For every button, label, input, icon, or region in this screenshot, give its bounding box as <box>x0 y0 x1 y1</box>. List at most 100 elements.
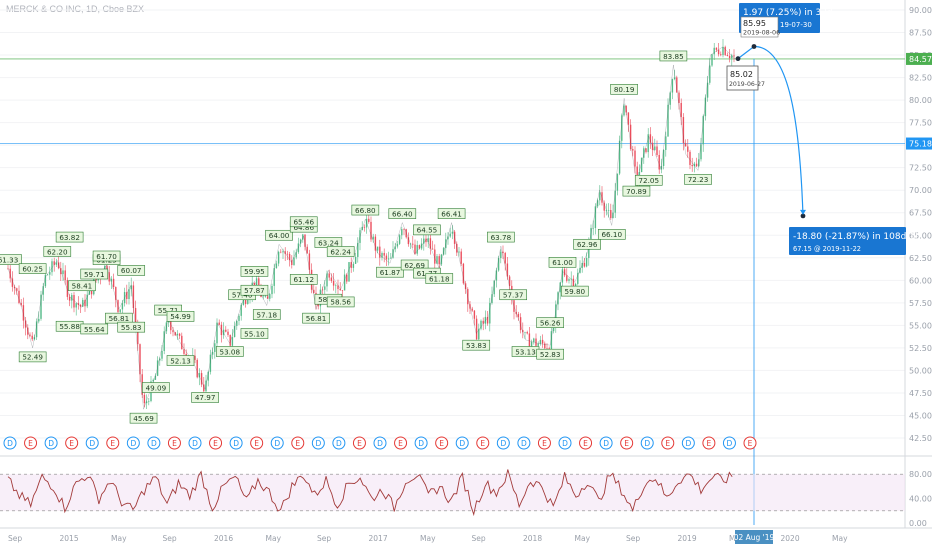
event-marker-label: D <box>562 439 568 448</box>
candle-body <box>132 285 135 309</box>
event-marker-label: D <box>336 439 342 448</box>
trough-label-box <box>622 185 651 197</box>
candle-body <box>383 253 385 256</box>
peak-label: 61.33 <box>0 255 18 264</box>
peak-label: 66.41 <box>441 209 462 218</box>
trough-label: 49.09 <box>146 383 167 392</box>
candle-body <box>16 288 18 291</box>
candle-body <box>409 243 412 245</box>
level-tag <box>906 137 932 150</box>
candle-body <box>493 280 495 295</box>
candle-body <box>607 210 610 211</box>
event-marker-label: D <box>603 439 609 448</box>
candle-body <box>401 229 403 236</box>
candle-body <box>9 268 11 279</box>
candle-body <box>273 268 275 286</box>
candle-body <box>517 313 520 318</box>
candle-body <box>77 303 80 305</box>
candle-body <box>302 234 304 240</box>
time-tick-label: May <box>832 534 848 543</box>
event-marker-label: D <box>274 439 280 448</box>
dividend-marker-icon <box>188 436 202 450</box>
candle-body <box>88 287 91 295</box>
trough-label-box <box>634 174 663 186</box>
trough-label-box <box>252 309 281 320</box>
candle-body <box>546 348 548 349</box>
peak-label-box <box>388 208 417 219</box>
rsi-tick-label: 0.00 <box>909 519 927 528</box>
candle-body <box>68 296 71 301</box>
event-marker-label: D <box>500 439 506 448</box>
candle-body <box>167 321 170 323</box>
candle-body <box>717 49 720 55</box>
candle-body <box>440 254 443 265</box>
peak-label-box <box>437 208 466 219</box>
candle-body <box>500 251 502 259</box>
candle-body <box>713 47 715 55</box>
peak-label-box <box>610 84 638 95</box>
candle-body <box>610 210 612 219</box>
peak-label: 80.19 <box>614 85 635 94</box>
mid-annotation-box <box>726 65 759 91</box>
candle-body <box>478 328 480 340</box>
candle-body <box>445 239 447 249</box>
candle-body <box>623 105 625 116</box>
candle-body <box>220 324 223 336</box>
candle-body <box>370 221 372 240</box>
candle-body <box>519 317 522 331</box>
event-marker-label: E <box>398 439 403 448</box>
candle-body <box>515 311 517 314</box>
event-marker-label: D <box>315 439 321 448</box>
candle-body <box>671 79 674 93</box>
candle-body <box>339 288 341 291</box>
dividend-marker-icon <box>455 436 469 450</box>
price-tick-label: 72.50 <box>909 164 932 173</box>
event-marker-label: E <box>295 439 300 448</box>
candle-body <box>57 262 60 269</box>
dividend-marker-icon <box>311 436 325 450</box>
peak-label-box <box>18 263 47 274</box>
event-marker-label: E <box>624 439 629 448</box>
event-marker-label: D <box>89 439 95 448</box>
candle-body <box>541 339 544 344</box>
time-tick-label: Sep <box>317 534 331 543</box>
candle-body <box>592 227 594 229</box>
candle-body <box>247 300 249 304</box>
candle-body <box>66 280 69 297</box>
candle-body <box>357 242 359 257</box>
peak-label: 63.78 <box>491 233 512 242</box>
candle-body <box>414 244 416 254</box>
peak-label-box <box>68 280 96 292</box>
candle-body <box>335 285 337 287</box>
event-marker-label: D <box>192 439 198 448</box>
candle-body <box>262 296 264 298</box>
candle-body <box>489 303 491 324</box>
candle-body <box>293 257 295 265</box>
candle-body <box>654 146 656 151</box>
candle-body <box>368 218 370 222</box>
candle-body <box>112 278 115 288</box>
candle-body <box>695 163 698 167</box>
candle-body <box>225 329 227 332</box>
peak-label-box <box>659 50 688 62</box>
candle-body <box>328 273 330 278</box>
event-marker-label: E <box>665 439 670 448</box>
candle-body <box>242 298 245 305</box>
candle-body <box>258 278 260 289</box>
trough-label: 56.81 <box>109 314 130 323</box>
candle-body <box>172 330 174 333</box>
price-tick-label: 82.50 <box>909 74 932 83</box>
candle-body <box>460 251 462 264</box>
peak-label: 59.71 <box>84 270 105 279</box>
price-tick-label: 57.50 <box>909 299 932 308</box>
upper-annotation-date: 19-07-30 <box>780 21 812 29</box>
lower-annotation-text: -18.80 (-21.87%) in 108d 1h <box>793 232 921 242</box>
trough-label-box <box>462 339 491 351</box>
candle-body <box>363 226 366 228</box>
dividend-marker-icon <box>373 436 387 450</box>
earnings-marker-icon <box>167 436 181 450</box>
candle-body <box>442 248 445 255</box>
time-tick-label: Sep <box>472 534 486 543</box>
peak-label-box <box>117 265 146 276</box>
